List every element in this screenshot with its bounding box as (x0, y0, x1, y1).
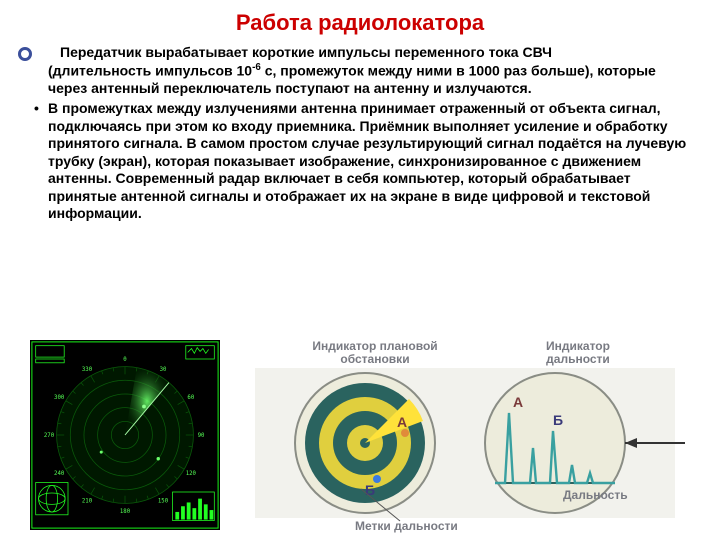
indicator-diagram: А Б А Б Дальность Индикатор план (250, 340, 700, 530)
ppi-label: Индикатор плановой обстановки (310, 340, 440, 366)
svg-text:210: 210 (82, 499, 93, 505)
p2-marker: • (34, 100, 42, 223)
bullet-icon (18, 47, 32, 61)
paragraph-2: • В промежутках между излучениями антенн… (48, 100, 690, 223)
svg-text:240: 240 (54, 471, 65, 477)
svg-text:90: 90 (198, 433, 205, 439)
svg-text:270: 270 (44, 433, 55, 439)
ppi-marker-a: А (397, 414, 407, 430)
paragraph-1: Передатчик вырабатывает короткие импульс… (48, 44, 690, 97)
title-text: Работа радиолокатора (236, 10, 484, 35)
p1-exp: -6 (252, 62, 261, 73)
svg-text:60: 60 (187, 395, 194, 401)
svg-text:120: 120 (186, 471, 197, 477)
radar-scope: 0 30 60 90 120 150 180 210 240 270 300 330 (30, 340, 220, 530)
ascope-label: Индикатор дальности (518, 340, 638, 366)
figures-row: 0 30 60 90 120 150 180 210 240 270 300 330 А Б (30, 340, 700, 530)
body-text: Передатчик вырабатывает короткие импульс… (0, 44, 720, 223)
page-title: Работа радиолокатора (0, 0, 720, 44)
ascope-axis-label: Дальность (563, 488, 628, 502)
svg-text:330: 330 (82, 367, 93, 373)
ascope-peak-b: Б (553, 412, 563, 428)
svg-text:300: 300 (54, 395, 65, 401)
p1-rest-a: (длительность импульсов 10 (48, 62, 252, 78)
svg-text:0: 0 (123, 357, 127, 363)
ppi-marker-b: Б (365, 482, 375, 498)
range-marks-label: Метки дальности (355, 520, 458, 533)
svg-text:30: 30 (160, 367, 167, 373)
p2-text: В промежутках между излучениями антенна … (48, 100, 690, 223)
p1-lead: Передатчик вырабатывает короткие импульс… (60, 44, 552, 60)
ascope-peak-a: А (513, 394, 523, 410)
svg-text:180: 180 (120, 509, 131, 515)
svg-text:150: 150 (158, 499, 169, 505)
